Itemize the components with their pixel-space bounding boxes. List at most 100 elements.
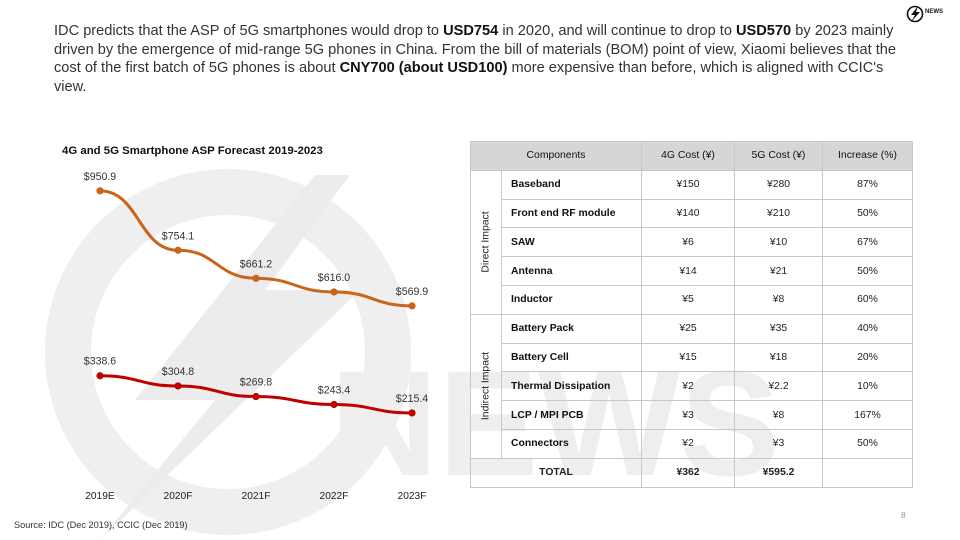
data-point <box>174 382 182 390</box>
increase-cell: 67% <box>822 227 913 258</box>
data-label: $754.1 <box>162 230 195 242</box>
x-tick-label: 2023F <box>398 491 427 502</box>
series-line-0 <box>99 189 413 308</box>
component-cell: Inductor <box>501 284 642 315</box>
data-label: $661.2 <box>240 258 273 270</box>
cost-5g-cell: ¥2.2 <box>734 371 823 402</box>
component-cell: LCP / MPI PCB <box>501 400 642 430</box>
group-cell: Direct Impact <box>470 169 502 315</box>
table-row: Direct Impact Baseband ¥150 ¥280 87% <box>470 169 913 315</box>
data-label: $243.4 <box>318 384 351 396</box>
cost-4g-cell: ¥25 <box>641 313 735 344</box>
component-cell: Connectors <box>501 428 642 459</box>
header-4g-cost: 4G Cost (¥) <box>641 141 735 171</box>
increase-cell: 40% <box>822 313 913 344</box>
increase-cell: 60% <box>822 284 913 315</box>
bom-cost-table: Components 4G Cost (¥) 5G Cost (¥) Incre… <box>470 141 913 488</box>
total-label: TOTAL <box>470 457 642 488</box>
highlight-cny700: CNY700 (about USD100) <box>339 60 508 76</box>
component-cell: Thermal Dissipation <box>501 371 642 402</box>
group-cell: Indirect Impact <box>470 313 502 459</box>
increase-cell: 87% <box>822 169 913 200</box>
component-cell: Front end RF module <box>501 198 642 229</box>
cost-5g-cell: ¥18 <box>734 342 823 373</box>
component-cell: Battery Pack <box>501 313 642 344</box>
increase-cell: 50% <box>822 428 913 459</box>
x-tick-label: 2022F <box>320 491 349 502</box>
component-cell: Antenna <box>501 256 642 286</box>
data-point <box>408 302 416 310</box>
cost-4g-cell: ¥2 <box>641 428 735 459</box>
cost-4g-cell: ¥14 <box>641 256 735 286</box>
header-increase: Increase (%) <box>822 141 913 171</box>
chart-title: 4G and 5G Smartphone ASP Forecast 2019-2… <box>62 145 323 157</box>
table-row: Inductor ¥5 ¥8 60% <box>471 284 913 315</box>
component-cell: SAW <box>501 227 642 258</box>
cost-5g-cell: ¥10 <box>734 227 823 258</box>
cost-5g-cell: ¥21 <box>734 256 823 286</box>
group-label: Direct Impact <box>480 211 492 273</box>
source-note: Source: IDC (Dec 2019), CCIC (Dec 2019) <box>14 520 188 530</box>
cost-4g-cell: ¥6 <box>641 227 735 258</box>
cost-4g-cell: ¥15 <box>641 342 735 373</box>
data-label: $950.9 <box>84 171 117 183</box>
data-point <box>96 372 104 380</box>
data-label: $338.6 <box>84 356 117 368</box>
total-4g-cell: ¥362 <box>641 457 735 488</box>
asp-line-chart: $950.9 $754.1 $661.2 $616.0 $569.9 $338.6 $304… <box>84 171 429 502</box>
data-label: $269.8 <box>240 377 273 389</box>
page-number: 8 <box>901 510 906 520</box>
table-row: LCP / MPI PCB ¥3 ¥8 167% <box>471 400 913 430</box>
table-row: Indirect Impact Battery Pack ¥25 ¥35 40% <box>470 313 913 459</box>
data-point <box>252 274 260 282</box>
total-5g-cell: ¥595.2 <box>734 457 823 488</box>
cost-4g-cell: ¥2 <box>641 371 735 402</box>
increase-cell: 20% <box>822 342 913 373</box>
data-label: $215.4 <box>396 393 429 405</box>
increase-cell: 50% <box>822 198 913 229</box>
data-point <box>330 288 338 296</box>
cost-4g-cell: ¥140 <box>641 198 735 229</box>
increase-cell: 50% <box>822 256 913 286</box>
x-tick-label: 2021F <box>242 491 271 502</box>
group-label: Indirect Impact <box>480 352 492 421</box>
table-row: Front end RF module ¥140 ¥210 50% <box>471 198 913 229</box>
brand-logo-text: NEWS <box>925 9 943 15</box>
data-label: $569.9 <box>396 286 429 298</box>
cost-5g-cell: ¥210 <box>734 198 823 229</box>
cost-5g-cell: ¥8 <box>734 284 823 315</box>
data-point <box>330 400 338 409</box>
header-5g-cost: 5G Cost (¥) <box>734 141 823 171</box>
table-row: SAW ¥6 ¥10 67% <box>471 227 913 258</box>
cost-4g-cell: ¥3 <box>641 400 735 430</box>
x-tick-label: 2019E <box>85 491 115 502</box>
intro-paragraph: IDC predicts that the ASP of 5G smartpho… <box>54 23 896 95</box>
cost-5g-cell: ¥280 <box>734 169 823 200</box>
cost-4g-cell: ¥5 <box>641 284 735 315</box>
brand-logo-icon <box>906 5 924 23</box>
data-point <box>96 187 104 195</box>
cost-5g-cell: ¥8 <box>734 400 823 430</box>
cost-5g-cell: ¥35 <box>734 313 823 344</box>
highlight-usd754: USD754 <box>443 23 499 39</box>
component-cell: Battery Cell <box>501 342 642 373</box>
highlight-usd570: USD570 <box>736 23 792 39</box>
cost-4g-cell: ¥150 <box>641 169 735 200</box>
data-point <box>408 409 416 417</box>
table-row: Connectors ¥2 ¥3 50% <box>471 428 913 459</box>
data-label: $616.0 <box>318 272 351 284</box>
header-components: Components <box>470 141 642 171</box>
data-point <box>252 392 260 401</box>
table-header-row: Components 4G Cost (¥) 5G Cost (¥) Incre… <box>470 141 913 171</box>
table-row: Antenna ¥14 ¥21 50% <box>471 256 913 286</box>
increase-cell: 167% <box>822 400 913 430</box>
total-row: TOTAL ¥362 ¥595.2 <box>470 457 913 488</box>
table-row: Thermal Dissipation ¥2 ¥2.2 10% <box>471 371 913 402</box>
increase-cell: 10% <box>822 371 913 402</box>
total-increase-cell <box>822 457 913 488</box>
data-point <box>174 246 182 254</box>
cost-5g-cell: ¥3 <box>734 428 823 459</box>
component-cell: Baseband <box>501 169 642 200</box>
table-row: Battery Cell ¥15 ¥18 20% <box>471 342 913 373</box>
x-tick-label: 2020F <box>164 491 193 502</box>
